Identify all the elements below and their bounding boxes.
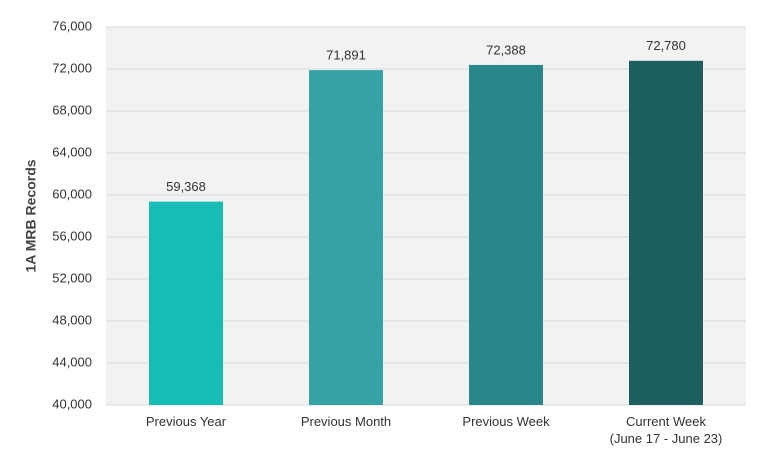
data-label: 71,891 [326, 48, 366, 63]
x-tick-label: Previous Month [301, 414, 391, 429]
data-label: 59,368 [166, 179, 206, 194]
x-tick-label: Previous Year [146, 414, 227, 429]
y-tick-label: 56,000 [52, 228, 92, 243]
y-tick-label: 48,000 [52, 312, 92, 327]
y-tick-label: 40,000 [52, 396, 92, 411]
y-tick-label: 52,000 [52, 270, 92, 285]
y-tick-label: 72,000 [52, 60, 92, 75]
bar [309, 70, 383, 405]
bar [149, 201, 223, 405]
y-tick-label: 64,000 [52, 144, 92, 159]
y-tick-label: 76,000 [52, 18, 92, 33]
y-tick-label: 60,000 [52, 186, 92, 201]
bar [469, 64, 543, 406]
bar [629, 60, 703, 406]
y-tick-label: 44,000 [52, 354, 92, 369]
y-tick-label: 68,000 [52, 102, 92, 117]
data-label: 72,388 [486, 42, 526, 57]
y-axis-title: 1A MRB Records [23, 159, 39, 272]
data-label: 72,780 [646, 38, 686, 53]
x-tick-label: Previous Week [462, 414, 550, 429]
x-tick-label: Current Week (June 17 - June 23) [610, 414, 723, 446]
